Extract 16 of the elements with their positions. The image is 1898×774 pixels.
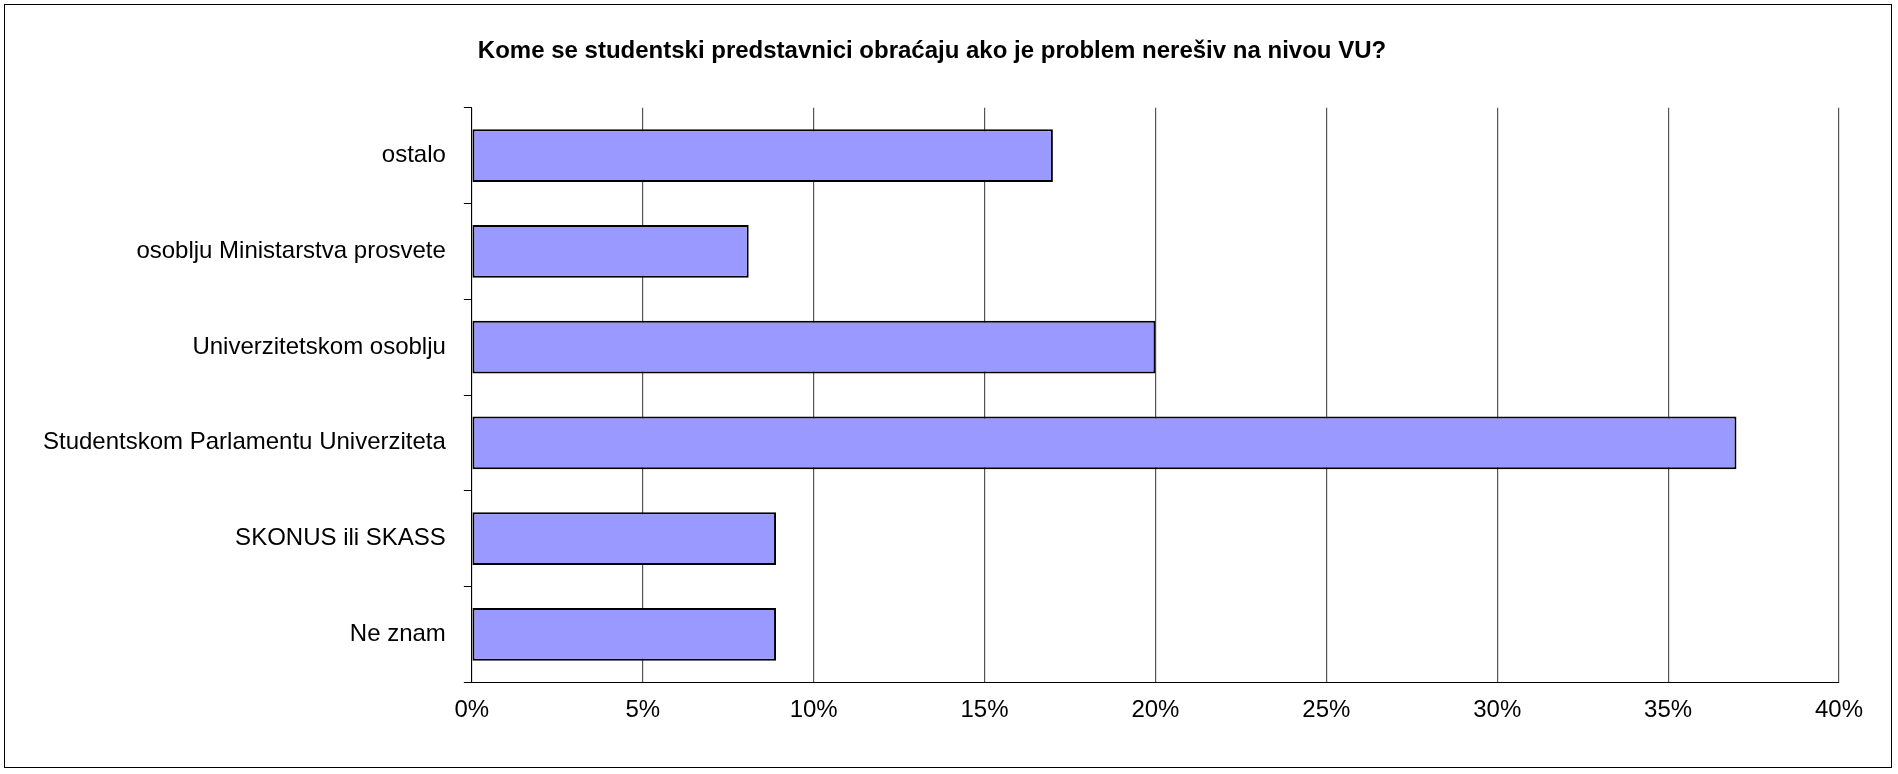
- x-tick-label: 30%: [1473, 695, 1522, 723]
- x-tick-label: 15%: [960, 695, 1009, 723]
- chart-title: Kome se studentski predstavnici obraćaju ako je problem nerešiv na nivou VU?: [477, 36, 1387, 64]
- y-tick-label: SKONUS ili SKASS: [235, 523, 446, 551]
- x-tick-label: 35%: [1644, 695, 1693, 723]
- y-tick-label: Studentskom Parlamentu Univerziteta: [43, 427, 447, 455]
- x-tick-label: 20%: [1131, 695, 1180, 723]
- y-tick-label: ostalo: [381, 140, 446, 168]
- x-tick-label: 10%: [789, 695, 838, 723]
- x-tick-label: 5%: [625, 695, 661, 723]
- y-tick-label: osoblju Ministarstva prosvete: [136, 236, 446, 264]
- y-tick-label: Ne znam: [349, 618, 446, 646]
- x-tick-label: 25%: [1302, 695, 1351, 723]
- x-tick-label: 0%: [454, 695, 490, 723]
- x-tick-label: 40%: [1814, 695, 1864, 723]
- y-tick-label: Univerzitetskom osoblju: [192, 331, 446, 359]
